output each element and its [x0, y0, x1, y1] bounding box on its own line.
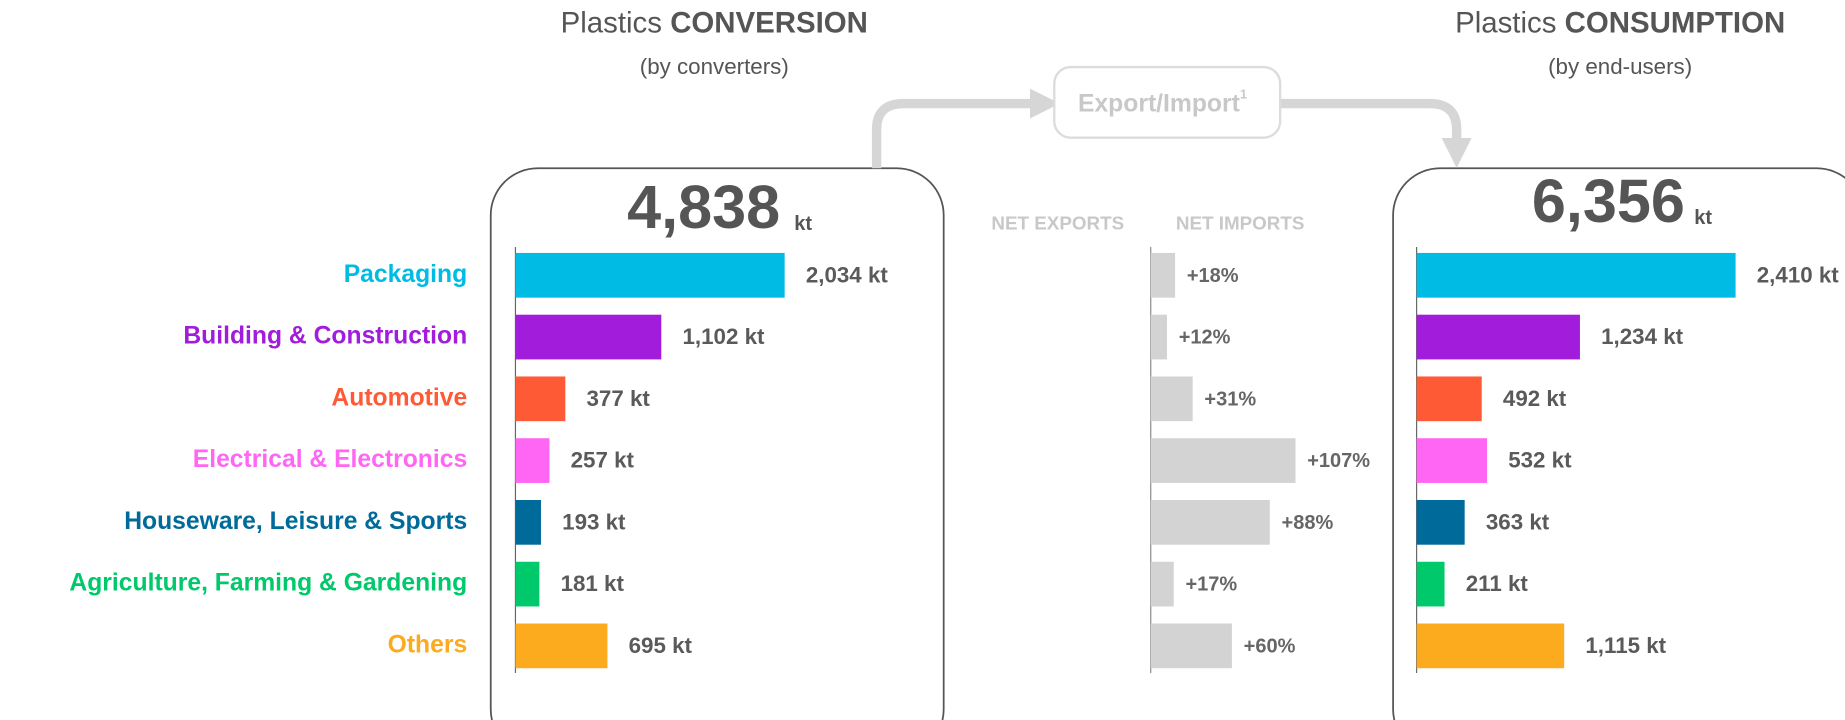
bar [1150, 500, 1270, 545]
bar [1416, 376, 1482, 422]
value-label: +18% [1187, 265, 1239, 287]
total-unit: kt [1694, 207, 1712, 229]
value-label: +12% [1179, 327, 1231, 349]
value-label: 1,234 kt [1601, 324, 1684, 349]
bar [1416, 438, 1488, 483]
bar [1416, 314, 1580, 360]
value-label: 532 kt [1508, 448, 1572, 473]
value-label: 377 kt [587, 386, 651, 411]
bar [515, 623, 608, 669]
bar [1150, 561, 1174, 607]
panel-box [489, 167, 945, 720]
value-label: 1,115 kt [1585, 633, 1666, 658]
value-label: 2,034 kt [806, 262, 889, 287]
value-label: 257 kt [571, 448, 635, 473]
value-label: +88% [1282, 512, 1334, 534]
value-label: +60% [1244, 635, 1296, 657]
value-label: 193 kt [562, 509, 626, 534]
bar [1416, 561, 1445, 607]
title-emphasis: CONSUMPTION [1565, 6, 1786, 39]
category-label: Building & Construction [183, 323, 467, 350]
value-label: +107% [1307, 450, 1370, 472]
value-label: 1,102 kt [682, 324, 765, 349]
value-label: +31% [1204, 388, 1256, 410]
axis-label: NET IMPORTS [1176, 213, 1305, 234]
bar [1150, 376, 1193, 422]
bar [1416, 252, 1736, 298]
category-label: Automotive [331, 384, 467, 411]
total: 6,356 [1532, 167, 1685, 235]
bar [515, 314, 662, 360]
title-emphasis: CONVERSION [670, 6, 868, 39]
bar [515, 252, 785, 298]
bar [1416, 623, 1565, 669]
value-label: +17% [1186, 574, 1238, 596]
flow-arrow [871, 88, 1060, 169]
chart-title: Plastics CONSUMPTION [1455, 6, 1785, 39]
flow-arrow [1280, 98, 1472, 169]
panel-box [1392, 167, 1845, 720]
bar [1416, 500, 1465, 545]
value-label: 492 kt [1503, 386, 1567, 411]
subtitle: (by converters) [640, 54, 789, 79]
total-unit: kt [794, 213, 812, 235]
value-label: 2,410 kt [1757, 262, 1840, 287]
flow-box [1053, 65, 1282, 139]
value-label: 181 kt [561, 571, 625, 596]
flow-text: Export/Import [1078, 90, 1240, 117]
category-label: Electrical & Electronics [193, 446, 467, 473]
value-label: 211 kt [1466, 571, 1529, 596]
category-label: Houseware, Leisure & Sports [124, 508, 467, 535]
total: 4,838 [627, 173, 780, 241]
axis-label: NET EXPORTS [991, 213, 1124, 234]
value-label: 363 kt [1486, 509, 1550, 534]
bar [515, 561, 540, 607]
footnote-marker: 1 [1240, 87, 1247, 102]
value-label: 695 kt [629, 633, 693, 658]
subtitle: (by end-users) [1548, 54, 1692, 79]
bar [1150, 438, 1296, 483]
flow-label: Export/Import1 [1078, 87, 1247, 118]
bar [515, 376, 566, 422]
bar [1150, 623, 1232, 669]
bar [515, 438, 550, 483]
category-label: Agriculture, Farming & Gardening [69, 570, 467, 597]
bar [1150, 314, 1167, 360]
title-text: Plastics [1455, 6, 1556, 39]
category-label: Packaging [344, 261, 468, 288]
bar [1150, 252, 1176, 298]
chart-title: Plastics CONVERSION [561, 6, 868, 39]
category-label: Others [388, 631, 468, 658]
bar [515, 500, 541, 545]
title-text: Plastics [561, 6, 662, 39]
